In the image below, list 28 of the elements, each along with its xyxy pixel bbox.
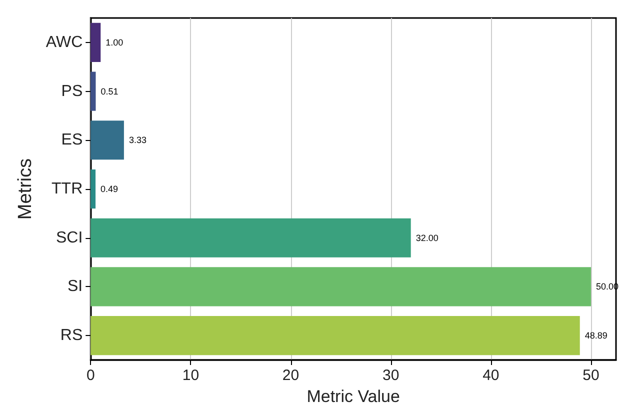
bar	[90, 316, 580, 356]
y-tick-label: ES	[61, 132, 83, 149]
x-tick-label: 0	[86, 367, 95, 384]
bar	[90, 72, 96, 111]
data-label: 1.00	[106, 37, 124, 48]
y-tick-label: PS	[61, 82, 83, 100]
y-tick-label: AWC	[46, 34, 83, 51]
data-label: 0.49	[100, 184, 118, 194]
y-tick-label: SCI	[56, 229, 83, 246]
y-tick-label: RS	[60, 327, 83, 344]
data-label: 48.89	[584, 330, 608, 341]
x-tick-label: 20	[282, 367, 300, 384]
x-tick-label: 30	[382, 367, 400, 384]
bar	[90, 22, 101, 62]
bar	[90, 267, 591, 306]
data-label: 3.33	[128, 135, 146, 146]
data-label: 32.00	[416, 232, 438, 243]
x-tick-label: 10	[182, 367, 200, 384]
y-axis-title: Metrics	[15, 158, 36, 220]
y-tick-label: SI	[68, 278, 83, 296]
x-axis-title: Metric Value	[306, 387, 400, 406]
bar	[90, 218, 411, 258]
bar	[90, 169, 96, 209]
x-tick-label: 50	[582, 367, 600, 384]
data-label: 0.51	[100, 86, 118, 96]
x-tick-label: 40	[482, 367, 500, 384]
y-tick-label: TTR	[52, 180, 83, 198]
bar	[90, 120, 124, 160]
